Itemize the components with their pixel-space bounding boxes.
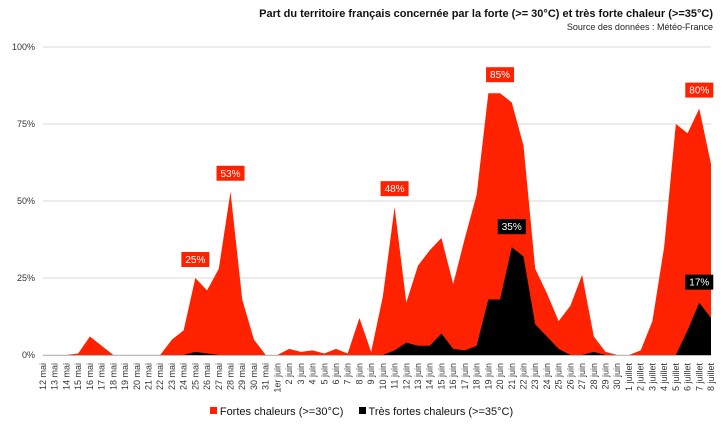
x-tick-label: 6 juillet	[683, 363, 693, 392]
x-tick-label: 9 juin	[366, 363, 376, 385]
x-tick-label: 13 mai	[50, 363, 60, 390]
x-tick-label: 8 juillet	[706, 363, 716, 392]
y-tick-label: 0%	[22, 350, 35, 360]
legend-label-fortes: Fortes chaleurs (>=30°C)	[219, 406, 344, 418]
x-tick-label: 25 juin	[554, 363, 564, 390]
data-label: 17%	[689, 278, 709, 289]
x-tick-label: 21 juin	[507, 363, 517, 390]
data-label: 25%	[185, 255, 205, 266]
x-tick-label: 22 mai	[155, 363, 165, 390]
x-tick-label: 3 juin	[296, 363, 306, 385]
x-tick-label: 20 mai	[132, 363, 142, 390]
x-tick-label: 22 juin	[518, 363, 528, 390]
y-tick-label: 75%	[17, 119, 35, 129]
x-tick-label: 2 juin	[284, 363, 294, 385]
legend-swatch-fortes	[209, 407, 217, 414]
x-tick-label: 1 juillet	[624, 363, 634, 392]
data-label-box	[685, 82, 714, 98]
x-tick-label: 26 juin	[565, 363, 575, 390]
x-tick-label: 4 juin	[308, 363, 318, 385]
data-label: 35%	[502, 222, 522, 233]
y-tick-label: 50%	[17, 196, 35, 206]
data-label: 53%	[221, 169, 241, 180]
x-tick-label: 12 juin	[401, 363, 411, 390]
x-tick-label: 14 juin	[425, 363, 435, 390]
x-tick-label: 20 juin	[495, 363, 505, 390]
chart-title: Part du territoire français concernée pa…	[259, 8, 713, 20]
x-tick-label: 27 juin	[577, 363, 587, 390]
series-area-0	[43, 93, 711, 355]
x-tick-label: 19 juin	[483, 363, 493, 390]
data-label-box	[486, 67, 515, 83]
x-tick-label: 3 juillet	[647, 363, 657, 392]
x-tick-label: 8 juin	[354, 363, 364, 385]
x-tick-label: 23 juin	[530, 363, 540, 390]
x-tick-label: 24 mai	[179, 363, 189, 390]
x-tick-label: 26 mai	[202, 363, 212, 390]
x-tick-label: 19 mai	[120, 363, 130, 390]
x-tick-label: 17 mai	[97, 363, 107, 390]
x-tick-label: 31 mai	[261, 363, 271, 390]
x-tick-label: 30 juin	[612, 363, 622, 390]
x-tick-label: 21 mai	[143, 363, 153, 390]
x-tick-label: 2 juillet	[636, 363, 646, 392]
legend-label-tres-fortes: Très fortes chaleurs (>=35°C)	[368, 406, 514, 418]
x-tick-label: 1er juin	[272, 363, 282, 393]
x-tick-label: 23 mai	[167, 363, 177, 390]
data-label-box	[216, 165, 245, 181]
x-tick-label: 28 juin	[589, 363, 599, 390]
x-tick-label: 30 mai	[249, 363, 259, 390]
x-tick-label: 12 mai	[38, 363, 48, 390]
data-label: 85%	[490, 70, 510, 81]
x-tick-label: 29 mai	[237, 363, 247, 390]
data-label-box	[181, 252, 210, 267]
x-tick-label: 14 mai	[61, 363, 71, 390]
x-tick-label: 18 mai	[108, 363, 118, 390]
x-tick-label: 29 juin	[601, 363, 611, 390]
x-tick-label: 5 juillet	[671, 363, 681, 392]
legend-item-fortes: Fortes chaleurs (>=30°C)	[209, 406, 344, 418]
x-tick-label: 7 juin	[343, 363, 353, 385]
x-tick-label: 7 juillet	[694, 363, 704, 392]
x-tick-label: 16 mai	[85, 363, 95, 390]
x-tick-label: 16 juin	[448, 363, 458, 390]
data-label: 80%	[689, 86, 709, 97]
data-label-box	[685, 274, 714, 290]
x-tick-label: 4 juillet	[659, 363, 669, 392]
x-tick-label: 24 juin	[542, 363, 552, 390]
data-label: 48%	[385, 184, 405, 195]
y-tick-label: 100%	[12, 42, 35, 52]
x-tick-label: 5 juin	[319, 363, 329, 385]
data-label-box	[497, 219, 526, 235]
legend-item-tres-fortes: Très fortes chaleurs (>=35°C)	[358, 406, 514, 418]
x-tick-label: 10 juin	[378, 363, 388, 390]
x-tick-label: 17 juin	[460, 363, 470, 390]
x-tick-label: 28 mai	[226, 363, 236, 390]
x-tick-label: 6 juin	[331, 363, 341, 385]
x-tick-label: 15 juin	[436, 363, 446, 390]
chart-subtitle: Source des données : Météo-France	[566, 22, 713, 32]
legend-swatch-tres-fortes	[358, 407, 366, 414]
x-tick-label: 15 mai	[73, 363, 83, 390]
legend: Fortes chaleurs (>=30°C) Très fortes cha…	[0, 406, 723, 418]
x-tick-label: 25 mai	[190, 363, 200, 390]
x-tick-label: 18 juin	[472, 363, 482, 390]
x-tick-label: 27 mai	[214, 363, 224, 390]
data-label-box	[380, 181, 409, 197]
x-tick-label: 11 juin	[390, 363, 400, 389]
x-tick-label: 13 juin	[413, 363, 423, 390]
y-tick-label: 25%	[17, 273, 35, 283]
